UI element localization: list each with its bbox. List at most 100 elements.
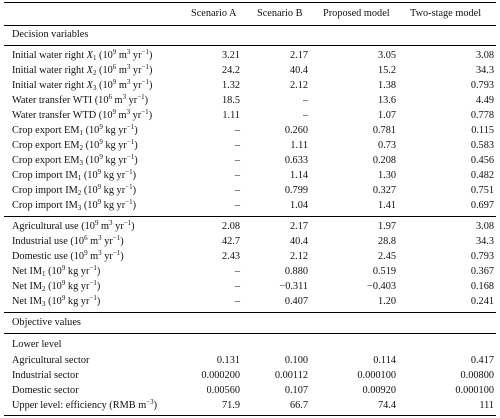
cell-proposed: 0.114: [373, 355, 396, 366]
row-label: Industrial sector: [12, 370, 79, 381]
row-label: Upper level: efficiency (RMB m−3): [12, 398, 158, 412]
table-row: Agricultural use (109 m3 yr−1) 2.08 2.17…: [0, 220, 500, 234]
table-row: Initial water right X1 (109 m3 yr−1) 3.2…: [0, 49, 500, 63]
table-row: Water transfer WTD (109 m3 yr−1) 1.11 – …: [0, 109, 500, 123]
cell-scenario-b: 1.04: [289, 200, 308, 211]
cell-scenario-b: 0.100: [284, 355, 308, 366]
cell-two-stage: 34.3: [475, 65, 494, 76]
table-row: Net IM2 (109 kg yr−1) – −0.311 −0.403 0.…: [0, 280, 500, 294]
cell-two-stage: 0.168: [470, 281, 494, 292]
table-row: Water transfer WTI (106 m3 yr−1) 18.5 – …: [0, 94, 500, 108]
cell-proposed: 1.38: [377, 80, 396, 91]
cell-scenario-a: 1.32: [221, 80, 240, 91]
cell-scenario-a: –: [234, 185, 240, 196]
section-rule: [4, 45, 496, 46]
section-objective-values: Objective values: [12, 317, 81, 328]
header-proposed-model: Proposed model: [323, 8, 390, 19]
row-label: Net IM2 (109 kg yr−1): [12, 279, 101, 293]
cell-proposed: 1.20: [377, 296, 396, 307]
cell-two-stage: 0.115: [471, 125, 494, 136]
cell-scenario-a: 24.2: [221, 65, 240, 76]
cell-scenario-b: 66.7: [289, 400, 308, 411]
table-row: Crop import IM1 (109 kg yr−1) – 1.14 1.3…: [0, 169, 500, 183]
section-lower-level: Lower level: [12, 339, 62, 350]
row-label: Net IM1 (109 kg yr−1): [12, 264, 101, 278]
top-rule: [4, 2, 496, 3]
table-row: Initial water right X2 (106 m3 yr−1) 24.…: [0, 64, 500, 78]
bottom-rule: [4, 415, 496, 416]
cell-scenario-b: 1.11: [290, 140, 308, 151]
cell-proposed: 1.41: [377, 200, 396, 211]
table-row: Domestic use (109 m3 yr−1) 2.43 2.12 2.4…: [0, 250, 500, 264]
cell-scenario-b: 2.17: [289, 50, 308, 61]
table-row: Crop import IM3 (109 kg yr−1) – 1.04 1.4…: [0, 199, 500, 213]
cell-two-stage: 4.49: [475, 95, 494, 106]
cell-scenario-b: 0.260: [284, 125, 308, 136]
header-scenario-a: Scenario A: [191, 8, 237, 19]
cell-scenario-b: –: [302, 110, 308, 121]
row-label: Net IM3 (109 kg yr−1): [12, 294, 101, 308]
cell-scenario-a: –: [234, 296, 240, 307]
row-label: Crop import IM3 (109 kg yr−1): [12, 198, 137, 212]
cell-proposed: 0.00920: [362, 385, 396, 396]
cell-scenario-a: 3.21: [221, 50, 240, 61]
row-label: Water transfer WTI (106 m3 yr−1): [12, 93, 149, 107]
row-label: Agricultural sector: [12, 355, 90, 366]
row-label: Crop export EM1 (109 kg yr−1): [12, 123, 138, 137]
cell-two-stage: 0.583: [470, 140, 494, 151]
cell-scenario-a: 2.08: [221, 221, 240, 232]
cell-scenario-b: 0.633: [284, 155, 308, 166]
cell-scenario-b: 40.4: [289, 65, 308, 76]
header-rule: [4, 25, 496, 26]
cell-scenario-b: 1.14: [289, 170, 308, 181]
cell-scenario-b: −0.311: [279, 281, 308, 292]
row-label: Agricultural use (109 m3 yr−1): [12, 219, 135, 233]
cell-scenario-a: 1.11: [222, 110, 240, 121]
cell-scenario-a: –: [234, 125, 240, 136]
cell-two-stage: 0.456: [470, 155, 494, 166]
cell-scenario-b: 0.799: [284, 185, 308, 196]
table-row: Crop export EM2 (109 kg yr−1) – 1.11 0.7…: [0, 139, 500, 153]
cell-scenario-a: 0.131: [216, 355, 240, 366]
row-label: Initial water right X3 (109 m3 yr−1): [12, 78, 153, 92]
table-row: Crop export EM3 (109 kg yr−1) – 0.633 0.…: [0, 154, 500, 168]
cell-two-stage: 0.241: [470, 296, 494, 307]
cell-two-stage: 0.778: [470, 110, 494, 121]
cell-scenario-b: 0.407: [284, 296, 308, 307]
table-row: Industrial sector 0.000200 0.00112 0.000…: [0, 369, 500, 383]
cell-proposed: 3.05: [377, 50, 396, 61]
row-label: Industrial use (106 m3 yr−1): [12, 234, 124, 248]
cell-scenario-a: –: [234, 200, 240, 211]
cell-scenario-a: 0.000200: [201, 370, 240, 381]
cell-scenario-b: 2.12: [289, 80, 308, 91]
cell-proposed: 0.000100: [357, 370, 396, 381]
cell-scenario-a: 42.7: [221, 236, 240, 247]
cell-proposed: 1.97: [377, 221, 396, 232]
cell-proposed: 1.07: [377, 110, 396, 121]
cell-scenario-a: 0.00560: [206, 385, 240, 396]
cell-scenario-a: –: [234, 266, 240, 277]
row-label: Crop export EM2 (109 kg yr−1): [12, 138, 138, 152]
row-label: Water transfer WTD (109 m3 yr−1): [12, 108, 153, 122]
section-rule: [4, 333, 496, 334]
cell-scenario-b: –: [302, 95, 308, 106]
cell-scenario-b: 2.17: [289, 221, 308, 232]
cell-scenario-a: –: [234, 140, 240, 151]
cell-proposed: 0.208: [372, 155, 396, 166]
table-row: Industrial use (106 m3 yr−1) 42.7 40.4 2…: [0, 235, 500, 249]
cell-two-stage: 111: [479, 400, 494, 411]
table-row: Agricultural sector 0.131 0.100 0.114 0.…: [0, 354, 500, 368]
cell-scenario-a: 2.43: [221, 251, 240, 262]
cell-proposed: 28.8: [377, 236, 396, 247]
row-label: Initial water right X2 (106 m3 yr−1): [12, 63, 153, 77]
cell-proposed: −0.403: [367, 281, 396, 292]
group-rule: [4, 216, 496, 217]
cell-scenario-a: 71.9: [221, 400, 240, 411]
header-two-stage-model: Two-stage model: [410, 8, 482, 19]
cell-scenario-b: 40.4: [289, 236, 308, 247]
cell-two-stage: 0.000100: [455, 385, 494, 396]
cell-scenario-a: –: [234, 155, 240, 166]
cell-proposed: 0.327: [372, 185, 396, 196]
cell-two-stage: 3.08: [475, 50, 494, 61]
